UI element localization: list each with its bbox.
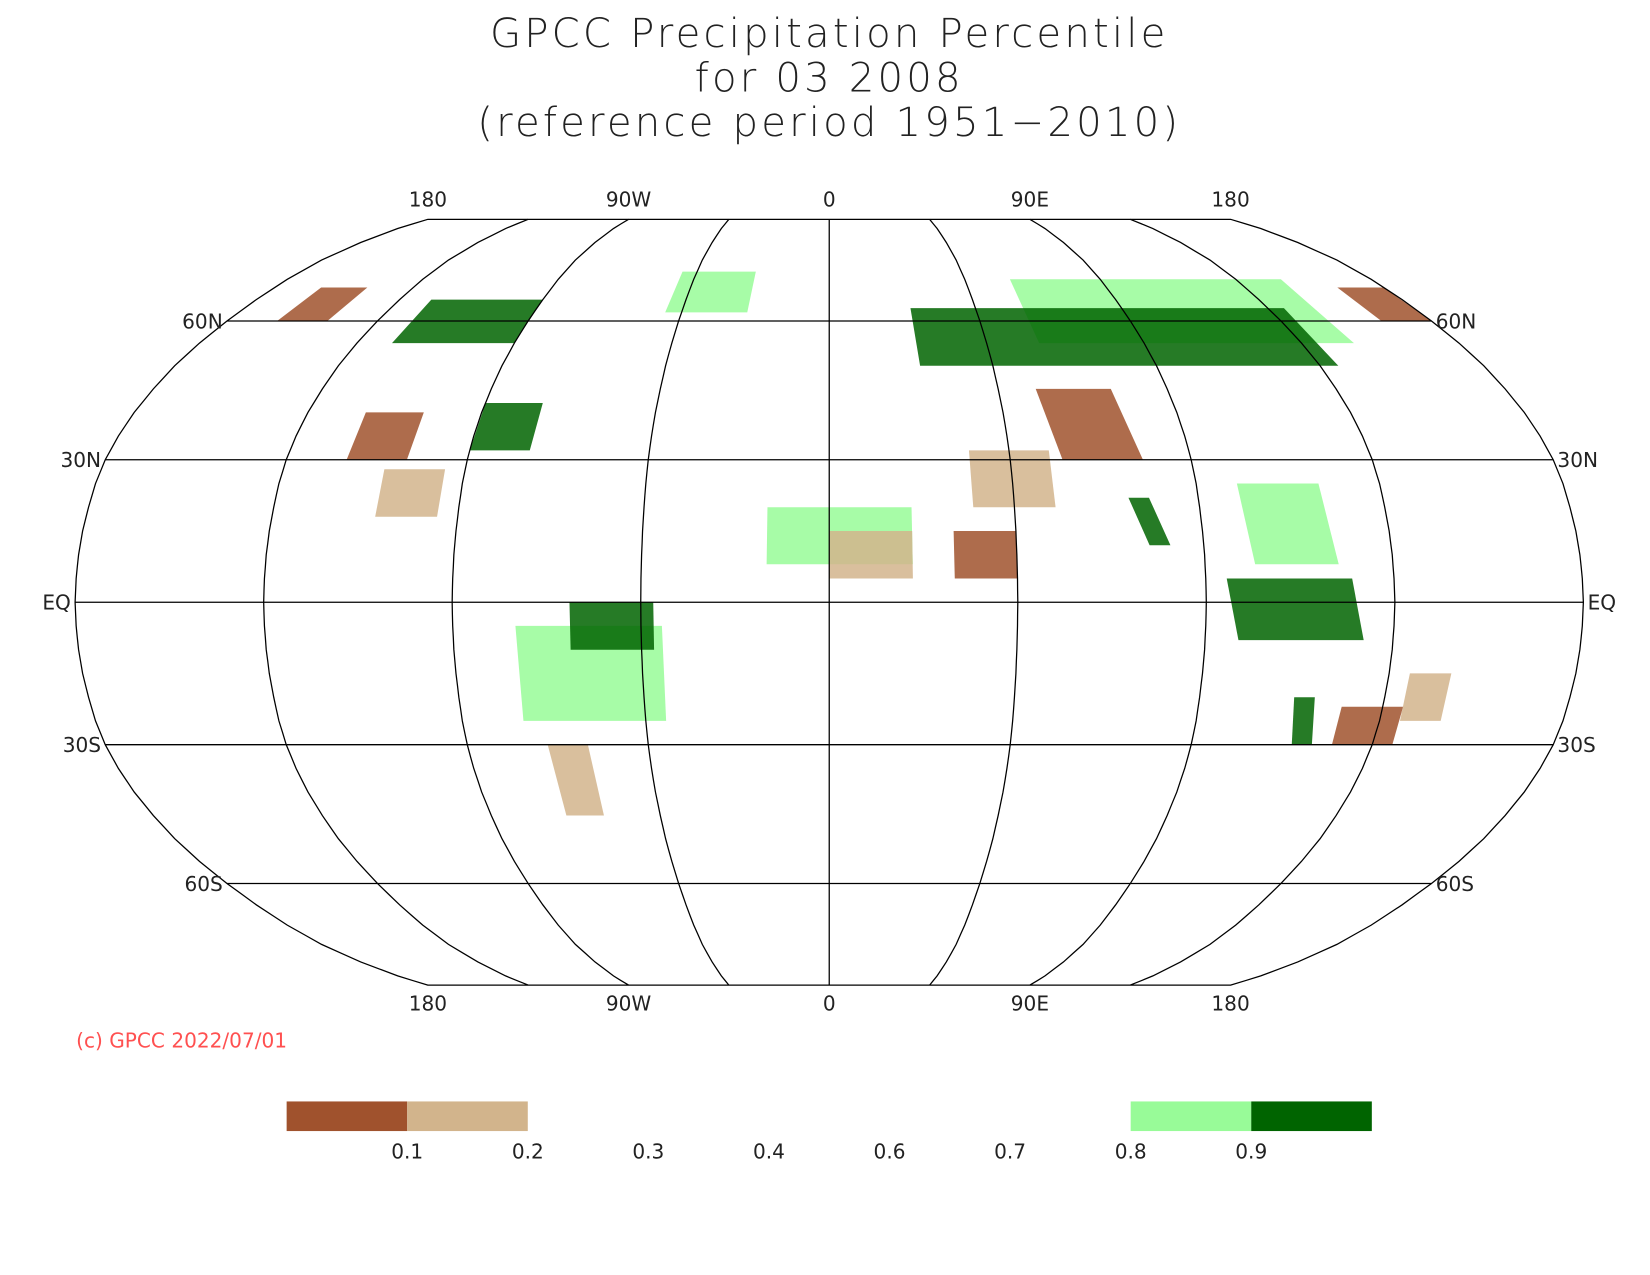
- graticule: [74, 218, 1585, 986]
- precip-patch: [469, 402, 543, 451]
- meridian: [263, 218, 529, 986]
- colorbar-segment: [407, 1101, 528, 1132]
- colorbar-tick-label: 0.2: [512, 1140, 544, 1164]
- lon-label: 90E: [1011, 991, 1049, 1015]
- colorbar-segment: [1251, 1101, 1372, 1132]
- colorbar-tick-label: 0.4: [753, 1140, 785, 1164]
- colorbar-tick-label: 0.1: [391, 1140, 423, 1164]
- precip-patch: [1337, 287, 1432, 321]
- meridian: [451, 218, 629, 986]
- precip-patch: [1128, 497, 1171, 546]
- colorbar-segment: [286, 1101, 408, 1132]
- precip-patch: [375, 469, 446, 517]
- colorbar-tick-label: 0.8: [1115, 1140, 1147, 1164]
- meridian: [1029, 218, 1207, 986]
- lon-label: 180: [1211, 188, 1249, 212]
- lat-label: 60S: [1436, 872, 1474, 896]
- lat-label: 60S: [184, 872, 222, 896]
- title-line: for 03 2008: [695, 55, 964, 101]
- colorbar-segment: [1130, 1101, 1252, 1132]
- precip-patches: [277, 271, 1452, 816]
- copyright: (c) GPCC 2022/07/01: [76, 1029, 287, 1053]
- lon-label: 180: [409, 188, 447, 212]
- precip-patch: [547, 744, 604, 816]
- lon-label: 0: [823, 991, 836, 1015]
- lat-label: 30N: [60, 448, 101, 472]
- lat-label: EQ: [1588, 591, 1616, 615]
- lat-label: 30S: [1557, 733, 1595, 757]
- precip-patch: [665, 271, 756, 313]
- precip-patch: [1291, 697, 1315, 745]
- lat-label: 30N: [1557, 448, 1598, 472]
- lon-label: 180: [409, 991, 447, 1015]
- colorbar: 0.1 0.2 0.3 0.4 0.6 0.7 0.8 0.9: [286, 1101, 1372, 1164]
- precip-patch: [346, 412, 424, 460]
- colorbar-tick-label: 0.3: [632, 1140, 664, 1164]
- lon-label: 0: [823, 188, 836, 212]
- precip-patch: [829, 531, 913, 579]
- lat-label: EQ: [42, 591, 71, 615]
- precip-patch: [1399, 673, 1452, 721]
- title-line: GPCC Precipitation Percentile: [490, 11, 1169, 57]
- lat-label: 30S: [63, 733, 101, 757]
- precip-patch: [1236, 483, 1339, 565]
- meridian: [640, 218, 730, 986]
- precip-patch: [569, 602, 655, 650]
- lon-label: 90W: [606, 188, 652, 212]
- map-outline: [74, 218, 1585, 986]
- precip-patch: [910, 308, 1339, 366]
- colorbar-tick-label: 0.6: [874, 1140, 906, 1164]
- precip-patch: [953, 531, 1018, 579]
- lat-label: 60N: [1436, 309, 1477, 333]
- precip-patch: [1035, 388, 1143, 460]
- lon-label: 180: [1211, 991, 1249, 1015]
- meridian: [929, 218, 1019, 986]
- lon-label: 90W: [606, 991, 652, 1015]
- precip-patch: [277, 287, 368, 321]
- lat-label: 60N: [182, 309, 223, 333]
- lon-label: 90E: [1011, 188, 1049, 212]
- precip-patch: [1226, 578, 1364, 641]
- meridian: [1130, 218, 1396, 986]
- precip-patch: [1331, 706, 1404, 745]
- colorbar-tick-label: 0.7: [994, 1140, 1026, 1164]
- colorbar-tick-label: 0.9: [1235, 1140, 1267, 1164]
- title-line: (reference period 1951−2010): [477, 100, 1181, 146]
